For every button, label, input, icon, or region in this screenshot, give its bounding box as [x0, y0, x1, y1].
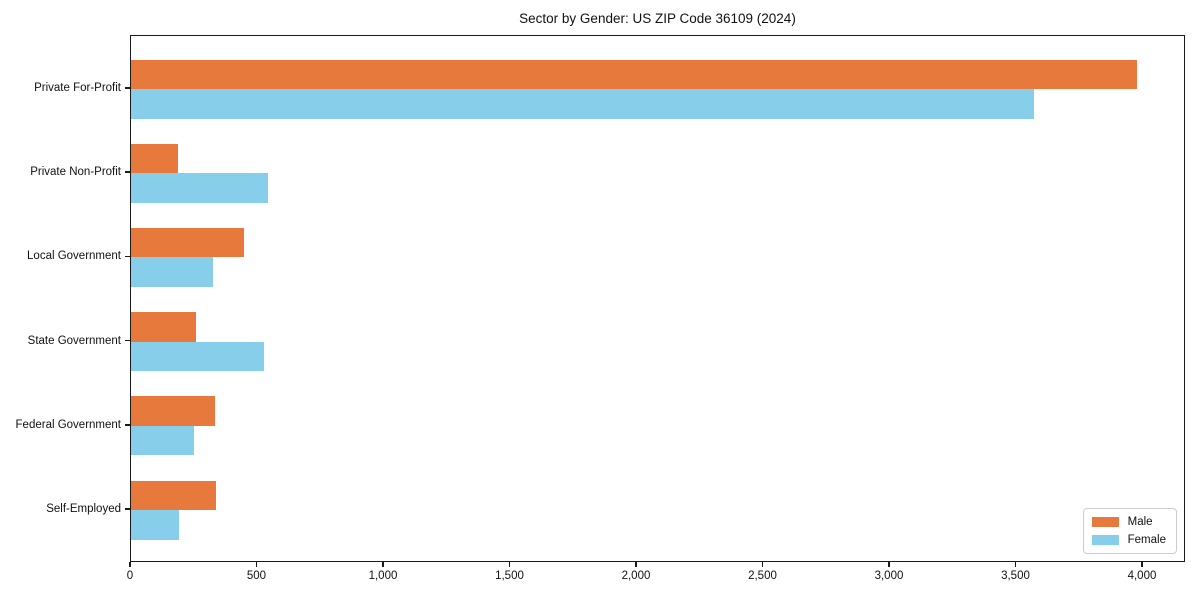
x-axis-tick [1141, 562, 1143, 567]
legend-item-female: Female [1091, 534, 1166, 546]
bar-male-private-non-profit [131, 143, 178, 174]
x-axis-tick [888, 562, 890, 567]
y-category-label: Private For-Profit [34, 82, 121, 94]
x-tick-label: 2,500 [748, 570, 777, 582]
y-category-label: State Government [27, 334, 121, 347]
x-tick-label: 4,000 [1127, 570, 1157, 582]
legend-swatch-male [1091, 517, 1119, 527]
chart-title: Sector by Gender: US ZIP Code 36109 (202… [519, 11, 796, 26]
x-axis-tick [635, 562, 637, 567]
bar-female-self-employed [131, 510, 180, 540]
y-axis-tick [125, 255, 130, 258]
bar-female-local-government [131, 257, 214, 287]
x-axis-tick [129, 562, 131, 567]
legend-label-male: Male [1127, 516, 1153, 528]
x-tick-label: 1,500 [495, 570, 524, 582]
x-axis-tick [508, 562, 511, 567]
legend-item-male: Male [1091, 516, 1166, 528]
x-tick-label: 3,500 [1001, 570, 1030, 582]
x-tick-label: 0 [126, 570, 134, 582]
x-axis-tick [1014, 562, 1017, 567]
y-axis-tick [125, 424, 130, 426]
bar-female-private-non-profit [131, 173, 268, 203]
bar-female-state-government [131, 341, 264, 372]
x-tick-label: 1,000 [368, 570, 398, 582]
bar-male-federal-government [131, 396, 215, 426]
y-category-label: Federal Government [15, 418, 121, 431]
x-axis-tick [761, 562, 764, 567]
x-axis-tick [255, 562, 258, 567]
x-tick-label: 3,000 [874, 570, 904, 582]
x-tick-label: 500 [246, 570, 267, 582]
bar-male-local-government [131, 227, 244, 258]
bar-female-private-for-profit [131, 89, 1035, 119]
bar-male-state-government [131, 312, 196, 342]
y-axis-tick [125, 508, 130, 510]
bar-female-federal-government [131, 425, 195, 456]
x-axis-tick [382, 562, 384, 567]
y-axis-tick [125, 87, 130, 89]
y-category-label: Local Government [27, 250, 121, 263]
y-axis-tick [125, 171, 130, 173]
bar-male-self-employed [131, 480, 216, 510]
legend: Male Female [1082, 508, 1177, 554]
legend-label-female: Female [1127, 534, 1166, 546]
y-category-label: Private Non-Profit [30, 166, 121, 179]
bar-male-private-for-profit [131, 59, 1137, 89]
x-tick-label: 2,000 [621, 570, 651, 582]
legend-swatch-female [1091, 535, 1119, 545]
y-category-label: Self-Employed [46, 503, 121, 515]
y-axis-tick [125, 339, 130, 342]
plot-area: Male Female [130, 35, 1185, 562]
